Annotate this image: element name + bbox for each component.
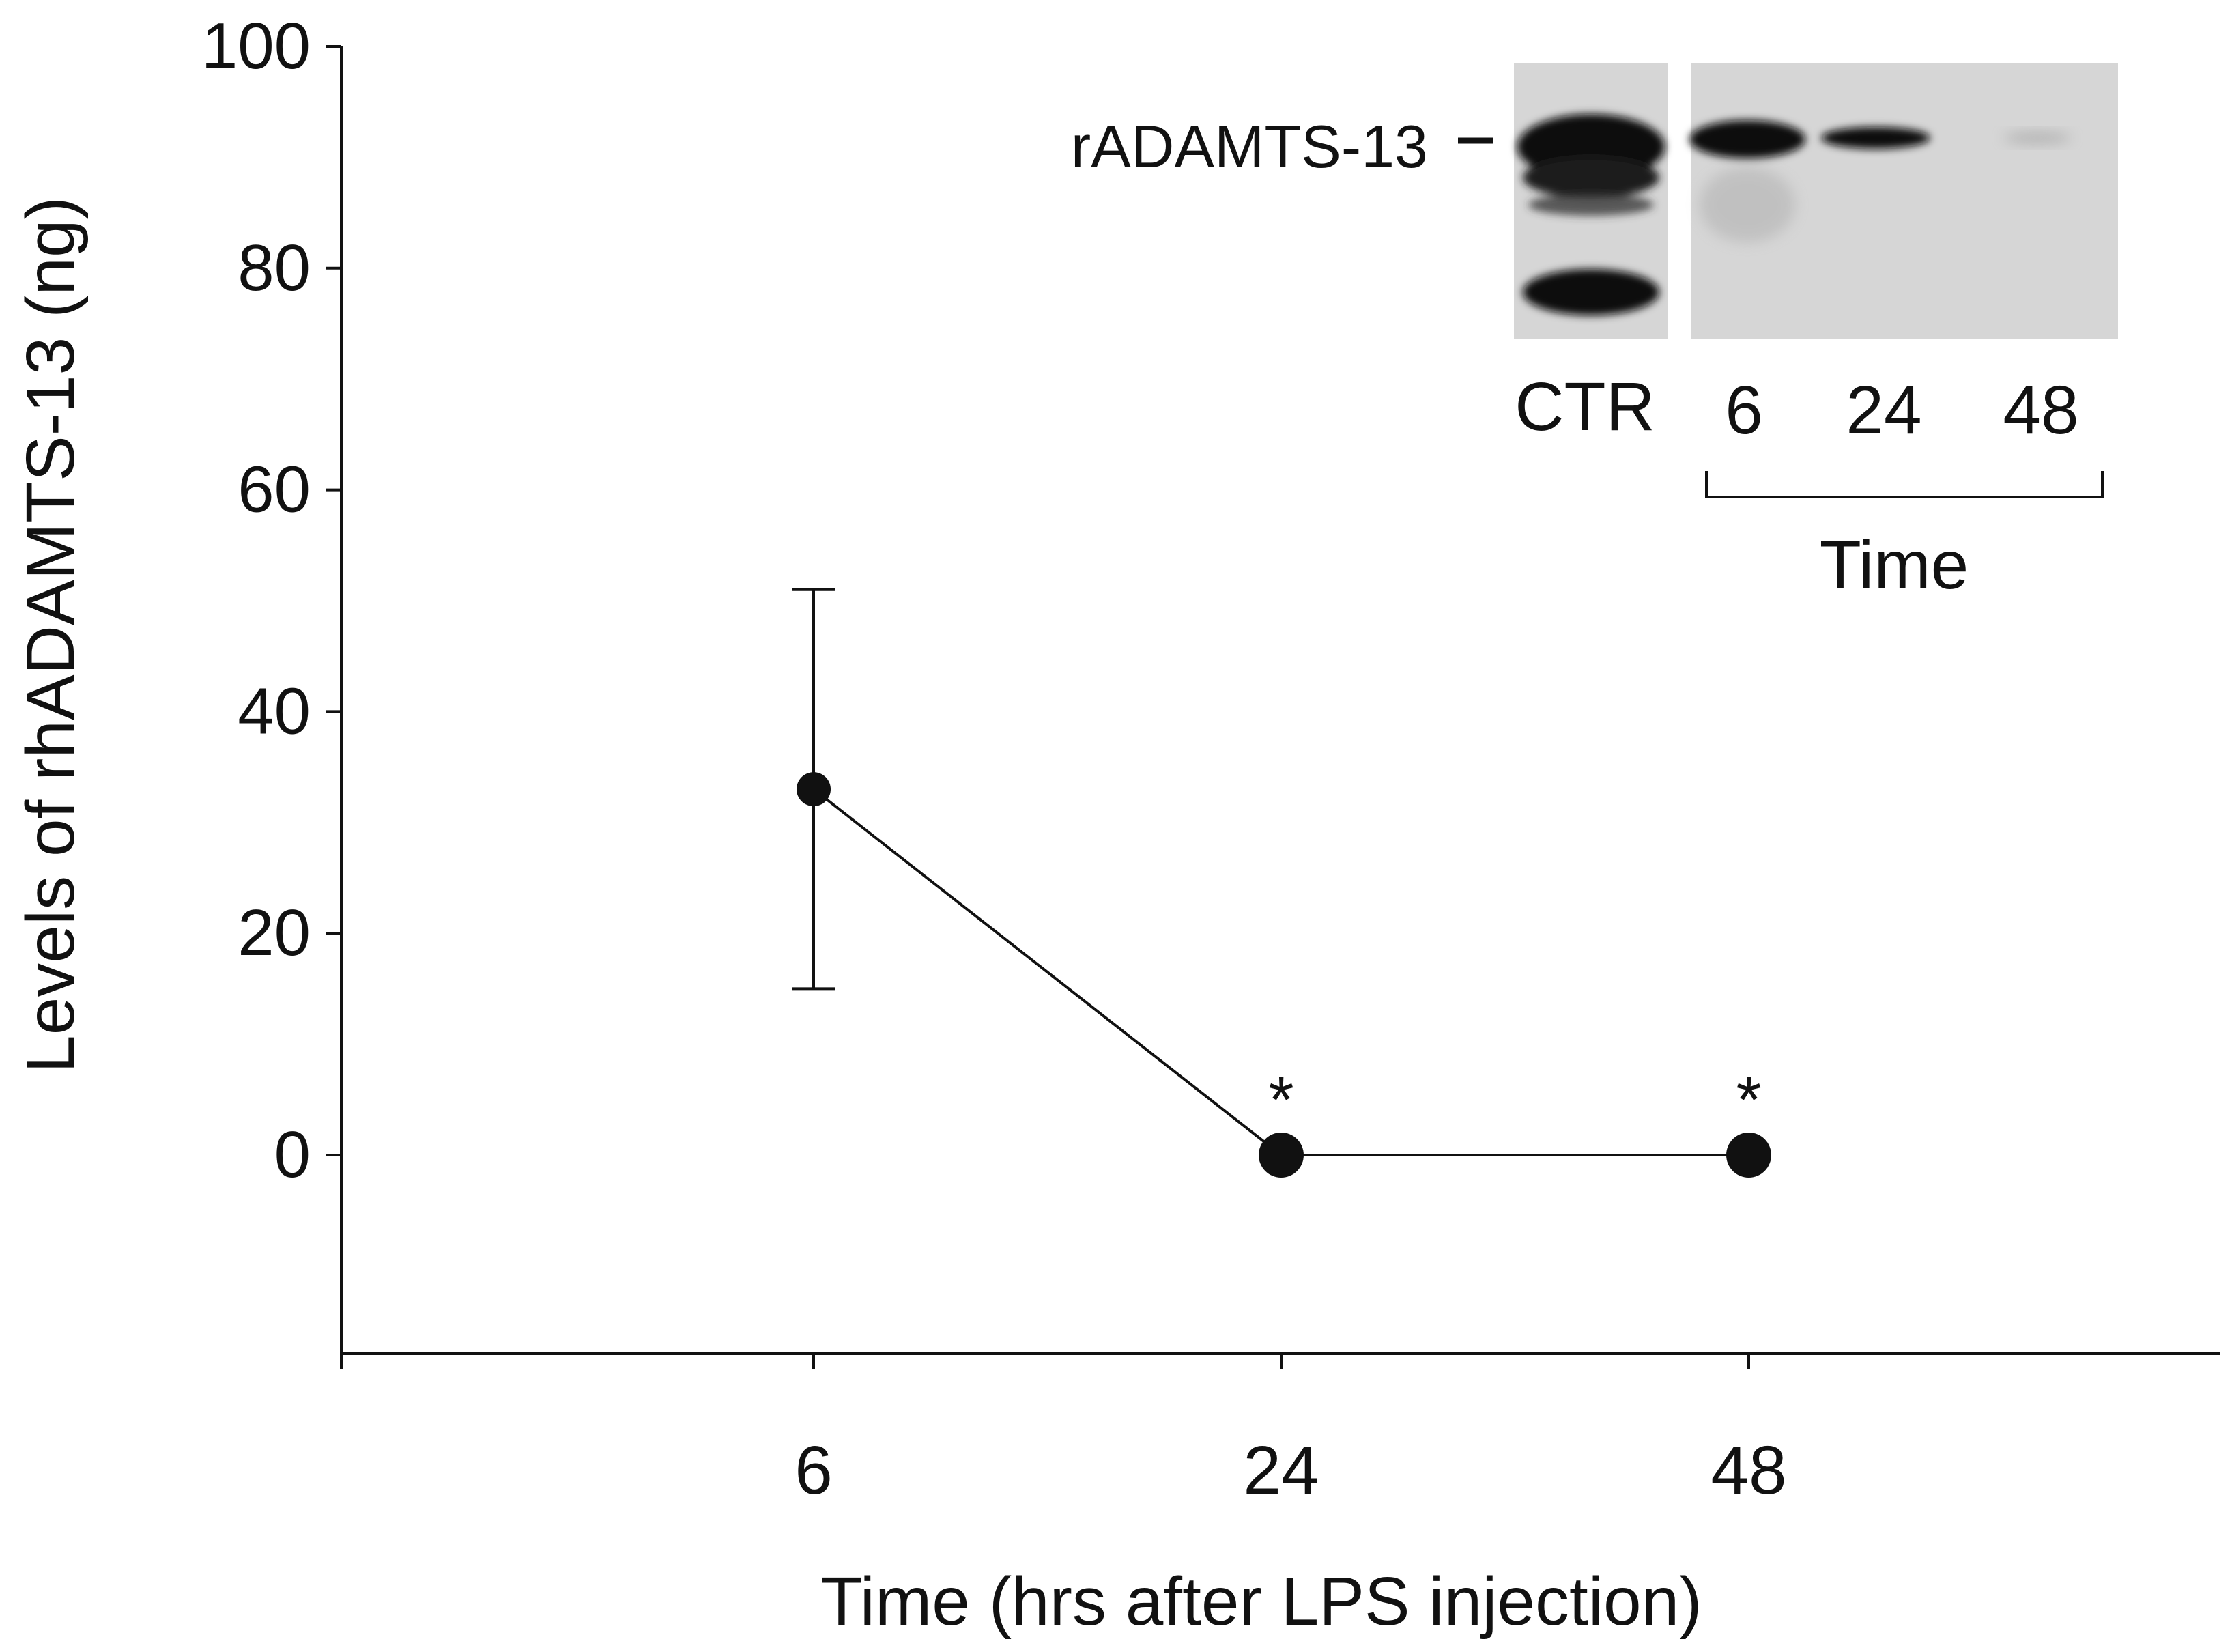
- lane-label-ctr: CTR: [1515, 369, 1655, 445]
- y-tick-label: 80: [238, 231, 311, 304]
- x-tick-label: 6: [795, 1432, 833, 1509]
- x-axis-ticks: 6 24 48: [340, 1354, 1787, 1509]
- control-band-lower: [1523, 269, 1659, 315]
- band-24h: [1821, 127, 1930, 149]
- time-group-label: Time: [1820, 527, 1969, 603]
- band-48h: [2003, 132, 2072, 143]
- lane-label-24: 24: [1846, 372, 1921, 448]
- control-lane-bands: [1517, 114, 1665, 315]
- band-6h-smear: [1700, 167, 1795, 242]
- y-tick-label: 20: [238, 896, 311, 969]
- y-tick-label: 0: [274, 1118, 311, 1191]
- significance-marker: *: [1268, 1064, 1293, 1137]
- band-6h: [1689, 120, 1805, 158]
- data-point: [1726, 1133, 1771, 1178]
- data-point: [797, 772, 831, 807]
- blot-inset: rADAMTS-13 CTR 6 24 48 Time: [1071, 63, 2118, 603]
- y-tick-label: 100: [201, 10, 311, 83]
- time-group-bracket: [1705, 471, 2104, 498]
- data-point: [1259, 1133, 1304, 1178]
- time-lane-bands: [1689, 120, 2072, 242]
- significance-marker: *: [1736, 1064, 1761, 1137]
- control-band-upper: [1523, 157, 1659, 198]
- x-axis-label: Time (hrs after LPS injection): [820, 1563, 1702, 1640]
- lane-label-48: 48: [2003, 372, 2078, 448]
- y-tick-label: 40: [238, 674, 311, 747]
- x-tick-label: 48: [1711, 1432, 1786, 1509]
- y-axis-ticks: 0 20 40 60 80 100: [201, 10, 341, 1191]
- control-band-middle: [1528, 194, 1654, 216]
- blot-band-label: rADAMTS-13: [1071, 113, 1428, 180]
- lane-label-6: 6: [1725, 372, 1763, 448]
- x-tick-label: 24: [1243, 1432, 1319, 1509]
- y-tick-label: 60: [238, 453, 311, 526]
- series-layer: * *: [792, 588, 1771, 1178]
- y-axis-label: Levels of rhADAMTS-13 (ng): [12, 197, 89, 1073]
